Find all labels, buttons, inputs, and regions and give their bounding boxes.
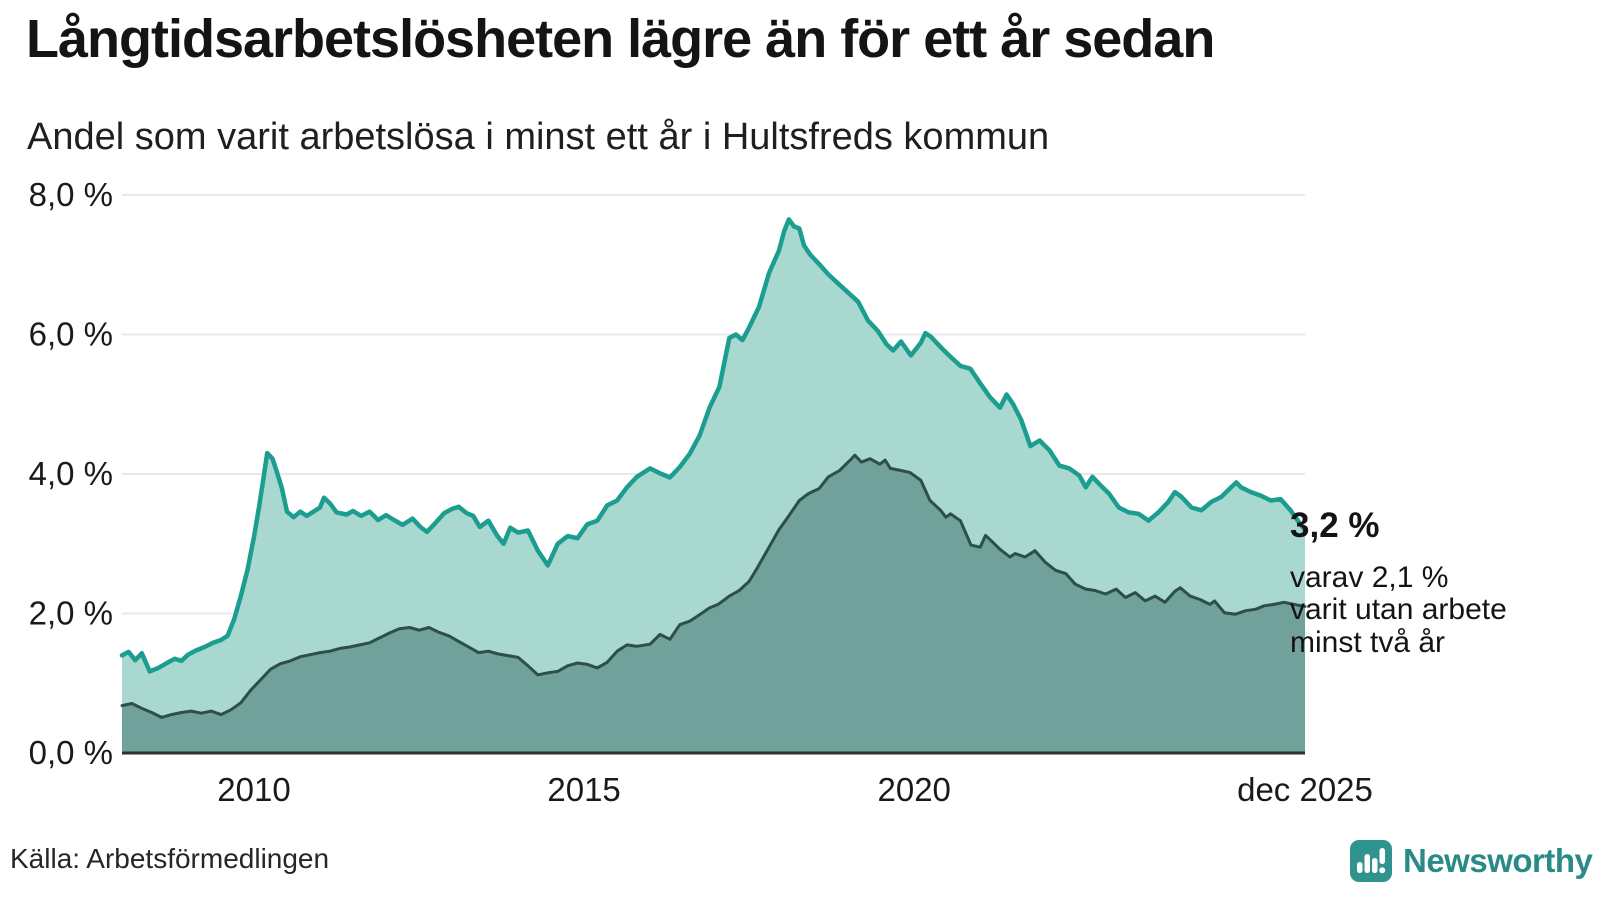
page-subtitle: Andel som varit arbetslösa i minst ett å… xyxy=(27,116,1050,158)
y-axis-tick-label: 8,0 % xyxy=(29,176,113,213)
note-line-1: varav 2,1 % xyxy=(1290,561,1449,594)
y-axis-tick-label: 6,0 % xyxy=(29,316,113,353)
note-line-3: minst två år xyxy=(1290,625,1446,659)
x-axis-tick-label: 2015 xyxy=(547,771,620,808)
y-axis-tick-label: 2,0 % xyxy=(29,595,113,632)
source-note: Källa: Arbetsförmedlingen xyxy=(10,843,330,874)
y-axis-tick-label: 4,0 % xyxy=(29,455,113,492)
note-line-2: varit utan arbete xyxy=(1290,593,1507,627)
newsworthy-logo-icon xyxy=(1350,840,1392,882)
y-axis-tick-label: 0,0 % xyxy=(29,734,113,771)
newsworthy-logo: Newsworthy xyxy=(1350,840,1593,882)
latest-value-annotation: 3,2 % varav 2,1 % varit utan arbete mins… xyxy=(1290,506,1590,659)
latest-value-label: 3,2 % xyxy=(1290,506,1380,545)
line-min-two-years xyxy=(120,453,1307,719)
area-fill-min-two-years xyxy=(122,455,1305,753)
x-axis-tick-label: dec 2025 xyxy=(1237,771,1373,808)
newsworthy-logo-text: Newsworthy xyxy=(1403,842,1593,879)
x-axis-tick-label: 2010 xyxy=(217,771,290,808)
line-min-one-year xyxy=(119,217,1308,674)
latest-value-note: varav 2,1 % varit utan arbete minst två … xyxy=(1290,561,1590,659)
page-title: Långtidsarbetslösheten lägre än för ett … xyxy=(26,9,1215,69)
x-axis-tick-label: 2020 xyxy=(877,771,950,808)
